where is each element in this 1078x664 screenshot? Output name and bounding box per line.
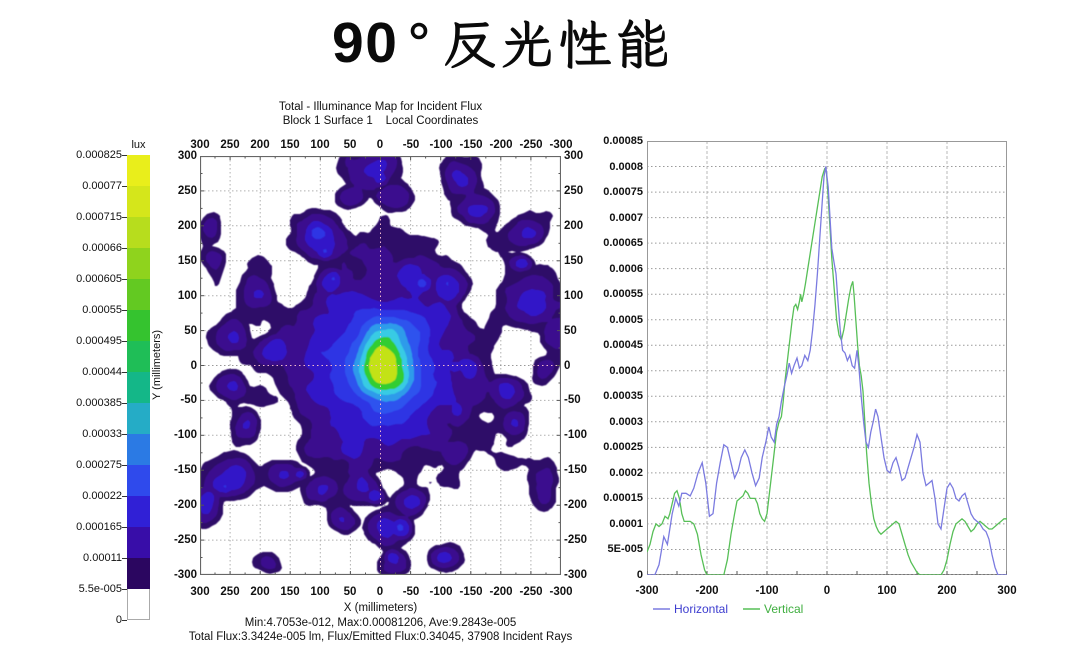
svg-text:90: 90 [332, 11, 398, 74]
